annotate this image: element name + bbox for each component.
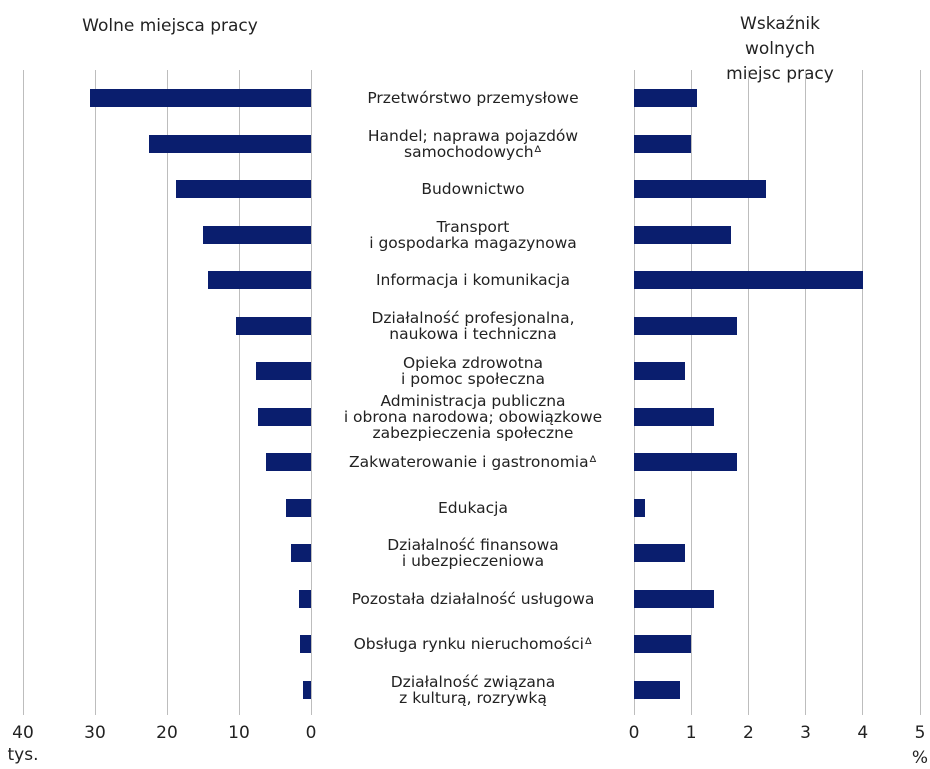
- category-label: Handel; naprawa pojazdów samochodowychᐞ: [367, 126, 579, 161]
- category-label: Edukacja: [438, 498, 508, 517]
- bar: [149, 134, 311, 153]
- bar: [300, 635, 311, 653]
- bar: [634, 498, 646, 517]
- category-label: Pozostała działalność usługowa: [351, 589, 595, 608]
- bar: [290, 544, 311, 562]
- axis-unit: tys.: [7, 745, 39, 765]
- bar: [285, 498, 311, 517]
- bar: [634, 180, 766, 198]
- grid-line: [633, 70, 635, 715]
- bar: [634, 134, 692, 153]
- axis-unit: %: [911, 748, 929, 768]
- bar: [256, 362, 311, 380]
- bar: [236, 316, 311, 335]
- category-label: Administracja publiczna i obrona narodow…: [343, 391, 603, 442]
- x-tick-label: 20: [156, 723, 178, 743]
- bar: [634, 362, 686, 380]
- bar: [175, 180, 311, 198]
- bar: [634, 407, 715, 426]
- bar: [634, 316, 737, 335]
- bar: [634, 589, 715, 608]
- chart-title: Wskaźnik wolnych miejsc pracy: [726, 14, 834, 84]
- grid-line: [919, 70, 921, 715]
- category-label: Informacja i komunikacja: [375, 271, 570, 289]
- x-tick-label: 3: [800, 723, 812, 743]
- bar: [208, 271, 311, 289]
- bar: [634, 635, 692, 653]
- x-tick-label: 30: [84, 723, 106, 743]
- category-label: Działalność profesjonalna, naukowa i tec…: [371, 308, 575, 343]
- bar: [634, 225, 732, 244]
- x-tick-label: 0: [628, 723, 640, 743]
- bar: [634, 89, 697, 107]
- grid-line: [747, 70, 749, 715]
- category-label: Opieka zdrowotna i pomoc społeczna: [401, 354, 545, 388]
- category-label: Przetwórstwo przemysłowe: [367, 89, 579, 107]
- x-tick-label: 10: [228, 723, 250, 743]
- grid-line: [805, 70, 807, 715]
- grid-line: [166, 70, 168, 715]
- x-tick-label: 40: [12, 723, 34, 743]
- bar: [634, 453, 737, 471]
- x-tick-label: 2: [742, 723, 754, 743]
- bar: [634, 271, 863, 289]
- bar: [203, 225, 311, 244]
- x-tick-label: 4: [857, 723, 869, 743]
- grid-line: [862, 70, 864, 715]
- bar: [257, 407, 311, 426]
- bar: [303, 680, 311, 699]
- category-label: Działalność finansowa i ubezpieczeniowa: [387, 536, 559, 570]
- chart-title: Wolne miejsca pracy: [82, 16, 258, 36]
- category-label: Budownictwo: [421, 180, 525, 198]
- category-label: Zakwaterowanie i gastronomiaᐞ: [348, 453, 598, 471]
- grid-line: [94, 70, 96, 715]
- bar: [265, 453, 311, 471]
- bar: [634, 680, 680, 699]
- x-tick-label: 0: [305, 723, 317, 743]
- category-label: Transport i gospodarka magazynowa: [369, 217, 577, 252]
- bar: [89, 89, 311, 107]
- grid-line: [22, 70, 24, 715]
- x-tick-label: 1: [685, 723, 697, 743]
- grid-line: [310, 70, 312, 715]
- category-label: Obsługa rynku nieruchomościᐞ: [353, 635, 593, 653]
- grid-line: [690, 70, 692, 715]
- grid-line: [238, 70, 240, 715]
- category-label: Działalność związana z kulturą, rozrywką: [390, 672, 556, 707]
- bar: [298, 589, 311, 608]
- x-tick-label: 5: [914, 723, 926, 743]
- bar: [634, 544, 686, 562]
